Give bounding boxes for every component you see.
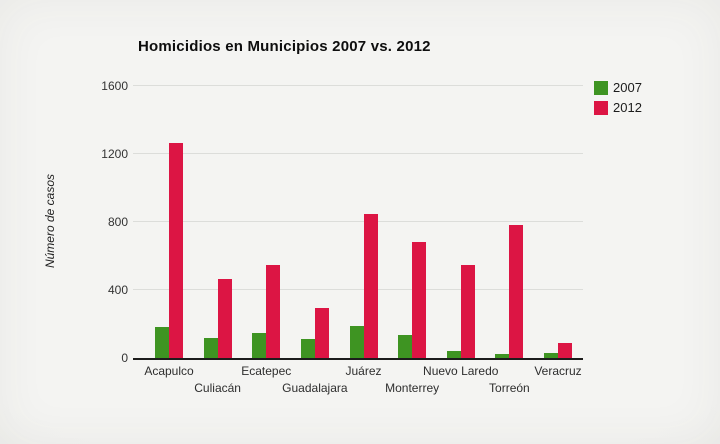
bar-group-Juárez bbox=[349, 214, 378, 358]
bar-Culiacán-2007 bbox=[203, 337, 218, 358]
legend-label-2007: 2007 bbox=[613, 80, 642, 95]
y-tick-label-1600: 1600 bbox=[101, 79, 128, 93]
bar-group-Veracruz bbox=[544, 342, 572, 358]
x-tick-label-Veracruz: Veracruz bbox=[534, 364, 582, 378]
legend-label-2012: 2012 bbox=[613, 100, 642, 115]
bar-group-Acapulco bbox=[155, 142, 183, 358]
x-tick-label-Monterrey: Monterrey bbox=[385, 381, 440, 395]
bar-Guadalajara-2007 bbox=[300, 339, 315, 358]
bar-Veracruz-2012 bbox=[558, 342, 572, 358]
x-tick-label-Juárez: Juárez bbox=[345, 364, 382, 378]
y-tick-label-1200: 1200 bbox=[101, 147, 128, 161]
x-tick-label-Torreón: Torreón bbox=[489, 381, 530, 395]
legend: 2007 2012 bbox=[594, 80, 642, 115]
x-tick-label-Acapulco: Acapulco bbox=[144, 364, 194, 378]
x-tick-label-Nuevo Laredo: Nuevo Laredo bbox=[423, 364, 499, 378]
gridline-1200 bbox=[133, 153, 583, 154]
bar-group-Monterrey bbox=[398, 242, 427, 358]
bar-Monterrey-2012 bbox=[412, 242, 427, 358]
bar-Ecatepec-2012 bbox=[266, 264, 281, 358]
bar-Guadalajara-2012 bbox=[314, 307, 329, 358]
bar-Nuevo Laredo-2012 bbox=[460, 264, 475, 358]
x-tick-label-Culiacán: Culiacán bbox=[194, 381, 241, 395]
bar-Acapulco-2007 bbox=[155, 327, 169, 358]
bar-Culiacán-2012 bbox=[217, 278, 232, 358]
gridline-400 bbox=[133, 289, 583, 290]
bar-Ecatepec-2007 bbox=[252, 332, 267, 358]
bar-group-Ecatepec bbox=[252, 264, 281, 358]
legend-row-2007: 2007 bbox=[594, 80, 642, 95]
bar-group-Guadalajara bbox=[300, 307, 329, 358]
plot-area bbox=[133, 85, 583, 360]
gridline-800 bbox=[133, 221, 583, 222]
x-tick-label-Ecatepec: Ecatepec bbox=[241, 364, 292, 378]
bar-group-Culiacán bbox=[203, 278, 232, 358]
legend-swatch-2012 bbox=[594, 100, 608, 115]
legend-row-2012: 2012 bbox=[594, 100, 642, 115]
bar-Nuevo Laredo-2007 bbox=[446, 351, 461, 358]
bar-Monterrey-2007 bbox=[398, 335, 413, 358]
y-tick-label-0: 0 bbox=[121, 351, 128, 365]
bar-Juárez-2007 bbox=[349, 325, 364, 358]
legend-swatch-2007 bbox=[594, 80, 608, 95]
bar-group-Nuevo Laredo bbox=[446, 264, 475, 358]
bar-Acapulco-2012 bbox=[169, 142, 183, 358]
bar-Veracruz-2007 bbox=[544, 352, 558, 358]
bar-Torreón-2007 bbox=[495, 353, 510, 358]
gridline-1600 bbox=[133, 85, 583, 86]
y-tick-label-800: 800 bbox=[107, 215, 128, 229]
bar-Juárez-2012 bbox=[363, 214, 378, 358]
x-tick-label-Guadalajara: Guadalajara bbox=[282, 381, 348, 395]
y-tick-label-400: 400 bbox=[107, 283, 128, 297]
bar-group-Torreón bbox=[495, 224, 524, 358]
bar-Torreón-2012 bbox=[509, 224, 524, 358]
chart-title: Homicidios en Municipios 2007 vs. 2012 bbox=[138, 38, 431, 55]
